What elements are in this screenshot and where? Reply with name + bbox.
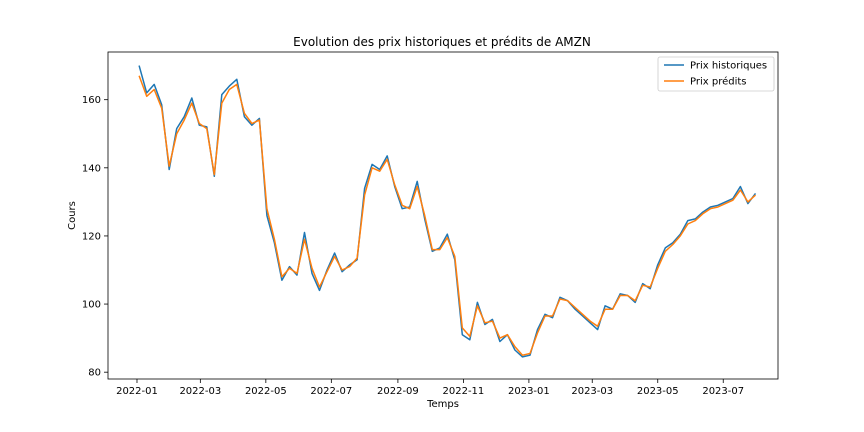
y-tick-label: 120 (82, 231, 101, 242)
x-tick-label: 2022-09 (377, 386, 419, 397)
x-tick-label: 2023-05 (637, 386, 679, 397)
series-group (138, 65, 757, 358)
legend-label-historical: Prix historiques (690, 61, 767, 72)
x-axis: 2022-01 2022-03 2022-05 2022-07 2022-09 2022-… (116, 379, 744, 397)
x-tick-label: 2022-05 (245, 386, 287, 397)
plot-area (107, 51, 779, 380)
y-axis: 80 100 120 140 160 (82, 95, 108, 379)
x-axis-label: Temps (426, 399, 459, 410)
legend-box (657, 56, 775, 92)
chart-title: Evolution des prix historiques et prédit… (293, 35, 591, 49)
y-tick-label: 160 (82, 95, 101, 106)
series-line-predicted (138, 75, 757, 356)
y-tick-label: 140 (82, 163, 101, 174)
y-tick-label: 80 (88, 368, 101, 379)
x-tick-label: 2023-03 (571, 386, 613, 397)
x-tick-label: 2022-11 (443, 386, 485, 397)
y-axis-label: Cours (67, 201, 78, 230)
x-tick-label: 2023-01 (508, 386, 550, 397)
y-tick-label: 100 (82, 300, 101, 311)
x-tick-label: 2022-03 (179, 386, 221, 397)
x-tick-label: 2022-01 (116, 386, 158, 397)
legend: Prix historiques Prix prédits (657, 56, 775, 92)
x-tick-label: 2023-07 (702, 386, 744, 397)
x-tick-label: 2022-07 (310, 386, 352, 397)
legend-label-predicted: Prix prédits (690, 76, 747, 88)
